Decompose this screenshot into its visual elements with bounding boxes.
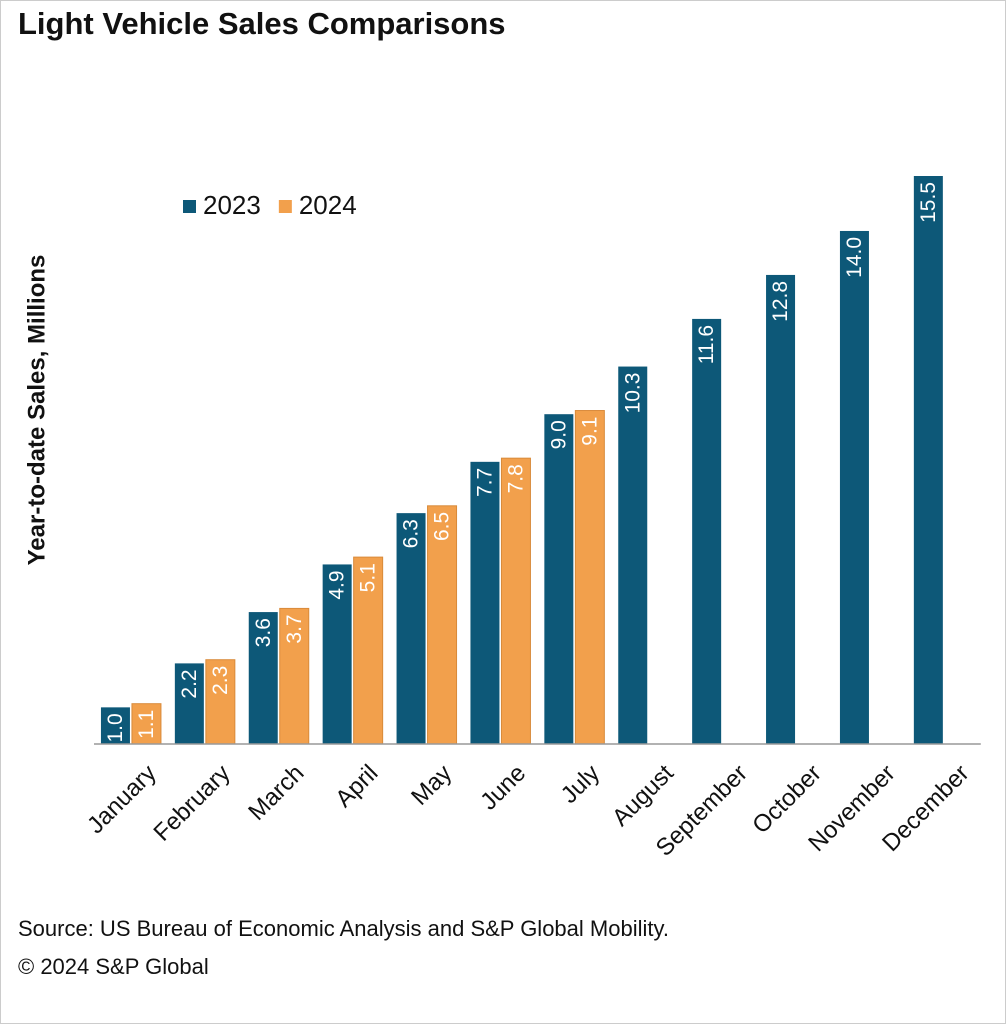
value-label: 12.8 (769, 281, 792, 322)
copyright-note: © 2024 S&P Global (18, 954, 209, 979)
legend-label: 2023 (203, 190, 261, 220)
legend-label: 2024 (299, 190, 357, 220)
bar (248, 612, 278, 744)
bar (100, 707, 130, 744)
value-label: 2.3 (209, 666, 232, 695)
value-label: 15.5 (917, 182, 940, 223)
bar (839, 230, 869, 744)
legend-swatch (278, 200, 292, 213)
bar (396, 513, 426, 744)
bar (322, 564, 352, 744)
value-label: 11.6 (695, 325, 718, 364)
value-label: 4.9 (326, 570, 349, 599)
bar (131, 703, 162, 745)
value-label: 9.1 (578, 417, 601, 446)
bar (174, 663, 204, 744)
chart-title: Light Vehicle Sales Comparisons (18, 6, 506, 41)
value-label: 3.6 (252, 618, 275, 647)
source-note: Source: US Bureau of Economic Analysis a… (18, 916, 669, 941)
value-label: 2.2 (178, 669, 201, 698)
bar (500, 457, 531, 745)
value-label: 6.5 (431, 512, 454, 541)
bar (544, 414, 574, 744)
bar (766, 274, 796, 744)
value-label: 10.3 (621, 373, 644, 414)
value-label: 5.1 (357, 563, 380, 592)
bar (353, 556, 384, 745)
value-label: 7.7 (473, 468, 496, 497)
value-label: 3.7 (283, 614, 306, 643)
bar (279, 607, 310, 745)
value-label: 1.0 (104, 713, 127, 742)
value-label: 6.3 (400, 519, 423, 548)
y-axis-label: Year-to-date Sales, Millions (23, 255, 50, 566)
value-label: 7.8 (504, 464, 527, 493)
bar (618, 366, 648, 744)
legend-swatch (183, 200, 196, 213)
bar (913, 176, 943, 744)
value-label: 9.0 (547, 420, 570, 449)
bar (692, 318, 722, 744)
bar (470, 461, 500, 744)
value-label: 1.1 (135, 710, 158, 739)
value-label: 14.0 (843, 237, 866, 278)
bar (574, 410, 605, 745)
bar (427, 505, 458, 745)
